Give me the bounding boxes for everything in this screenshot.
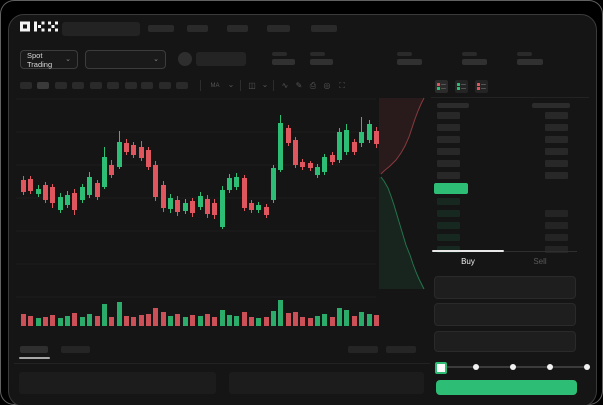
line-tool-icon[interactable]: ∿: [281, 81, 289, 90]
chevron-down-icon: ⌄: [65, 56, 71, 63]
nav-item[interactable]: [311, 25, 337, 32]
timeframe-button[interactable]: [107, 82, 119, 89]
ask-row[interactable]: [437, 136, 460, 143]
search-input[interactable]: [62, 22, 140, 36]
divider: [431, 97, 589, 98]
nav-item[interactable]: [267, 25, 290, 32]
draw-icon[interactable]: ✎: [295, 81, 303, 90]
bid-row[interactable]: [545, 222, 568, 229]
chevron-down-icon: ⌄: [153, 56, 159, 63]
ask-row[interactable]: [437, 124, 460, 131]
price-field[interactable]: [434, 276, 576, 299]
coin-icon: [178, 52, 192, 66]
buy-tab-indicator: [432, 250, 504, 252]
camera-icon[interactable]: ⎙: [309, 81, 317, 90]
ticker-stat-value: [517, 59, 543, 65]
timeframe-button[interactable]: [72, 82, 84, 89]
total-field[interactable]: [434, 331, 576, 352]
nav-item[interactable]: [148, 25, 174, 32]
ask-row[interactable]: [437, 148, 460, 155]
slider-stop-dot[interactable]: [584, 364, 590, 370]
pair-selector[interactable]: ⌄: [85, 50, 166, 69]
ticker-stat-value: [272, 59, 295, 65]
nav-item[interactable]: [227, 25, 248, 32]
ticker-stat-label: [397, 52, 412, 56]
tab-buy[interactable]: Buy: [461, 257, 475, 266]
chevron-down-icon[interactable]: ⌄: [261, 80, 269, 89]
tab-sell[interactable]: Sell: [533, 257, 547, 266]
tab-baseline: [504, 251, 577, 252]
timeframe-button[interactable]: [90, 82, 102, 89]
ask-row[interactable]: [545, 112, 568, 119]
toolbar-divider: [273, 80, 274, 91]
timeframe-button[interactable]: [141, 82, 153, 89]
last-price-placeholder: [196, 52, 246, 66]
submit-button[interactable]: [436, 380, 577, 395]
bid-row[interactable]: [437, 210, 460, 217]
orders-panel-placeholder[interactable]: [229, 372, 424, 394]
slider-stop-dot[interactable]: [510, 364, 516, 370]
timeframe-button[interactable]: [55, 82, 67, 89]
orders-panel-placeholder[interactable]: [19, 372, 216, 394]
okx-logo: [20, 21, 58, 32]
divider: [14, 363, 430, 364]
ask-row[interactable]: [437, 160, 460, 167]
bid-row[interactable]: [437, 222, 460, 229]
timeframe-button[interactable]: [20, 82, 32, 89]
toolbar-divider: [240, 80, 241, 91]
order-book-asks-icon[interactable]: [475, 80, 488, 93]
ask-row[interactable]: [545, 160, 568, 167]
timeframe-button[interactable]: [176, 82, 188, 89]
market-selector-label: Spot Trading: [27, 50, 53, 69]
ticker-stat-label: [517, 52, 532, 56]
timeframe-button[interactable]: [125, 82, 137, 89]
fullscreen-icon[interactable]: ⛶: [339, 81, 345, 90]
ticker-stat-value: [462, 59, 487, 65]
candle-type-icon[interactable]: ◫: [248, 81, 256, 90]
ticker-stat-value: [310, 59, 333, 65]
chevron-down-icon[interactable]: ⌄: [227, 80, 235, 89]
indicators-icon[interactable]: MA: [210, 83, 220, 89]
bid-row[interactable]: [437, 246, 460, 253]
ticker-stat-label: [462, 52, 477, 56]
bid-row[interactable]: [437, 198, 460, 205]
ask-row[interactable]: [437, 172, 460, 179]
ticker-stat-label: [272, 52, 287, 56]
market-selector-button[interactable]: Spot Trading ⌄: [20, 50, 78, 69]
bid-row[interactable]: [545, 246, 568, 253]
timeframe-button-active[interactable]: [37, 82, 49, 89]
ask-row[interactable]: [545, 136, 568, 143]
bottom-action[interactable]: [348, 346, 378, 353]
nav-item[interactable]: [187, 25, 208, 32]
ticker-stat-value: [397, 59, 422, 65]
ticker-stat-label: [310, 52, 325, 56]
order-book-last-price[interactable]: [434, 183, 468, 194]
order-book-split-icon[interactable]: [435, 80, 448, 93]
toolbar-divider: [200, 80, 201, 91]
ask-row[interactable]: [545, 172, 568, 179]
amount-field[interactable]: [434, 303, 576, 326]
ask-row[interactable]: [545, 124, 568, 131]
slider-stop-dot[interactable]: [473, 364, 479, 370]
bottom-tab[interactable]: [61, 346, 90, 353]
timeframe-button[interactable]: [159, 82, 171, 89]
order-book-column-header: [532, 103, 570, 108]
ask-row[interactable]: [437, 112, 460, 119]
amount-slider-handle[interactable]: [435, 362, 447, 374]
bid-row[interactable]: [545, 210, 568, 217]
bottom-action[interactable]: [386, 346, 416, 353]
bid-row[interactable]: [545, 234, 568, 241]
ask-row[interactable]: [545, 148, 568, 155]
order-book-bids-icon[interactable]: [455, 80, 468, 93]
active-tab-underline: [19, 357, 50, 359]
bid-row[interactable]: [437, 234, 460, 241]
settings-icon[interactable]: ◎: [323, 81, 331, 90]
bottom-tab-active[interactable]: [20, 346, 48, 353]
order-book-column-header: [437, 103, 469, 108]
slider-stop-dot[interactable]: [547, 364, 553, 370]
